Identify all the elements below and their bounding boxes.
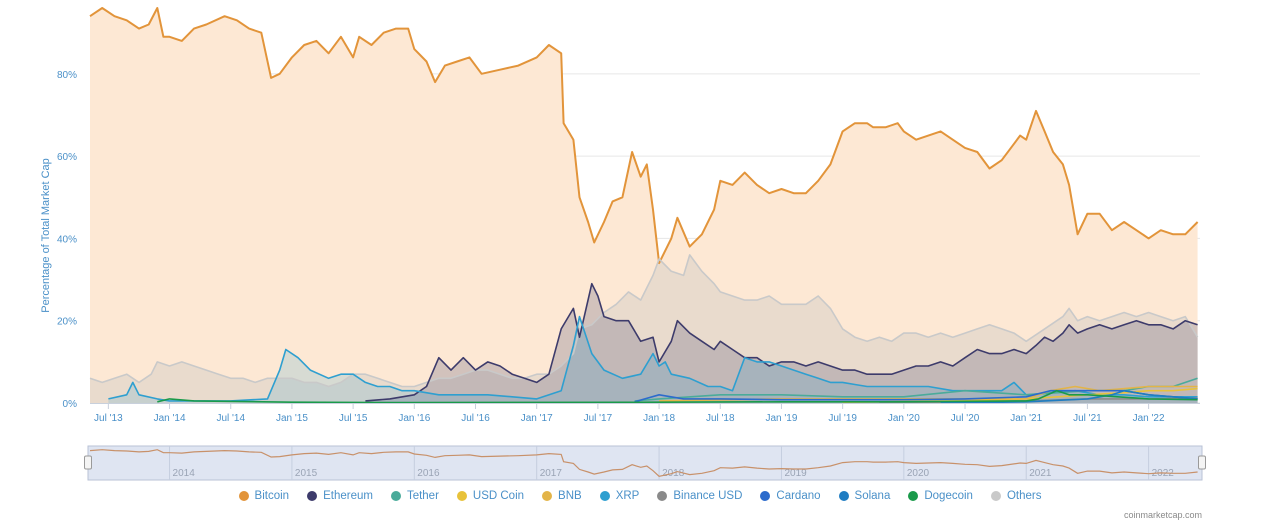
series-line-bnb <box>659 385 1198 402</box>
legend-item-others[interactable]: Others <box>990 490 1042 502</box>
legend-item-xrp[interactable]: XRP <box>599 490 640 502</box>
navigator-handle-left[interactable] <box>84 455 92 470</box>
legend-marker <box>838 491 849 501</box>
navigator-label: 2015 <box>295 468 318 479</box>
legend-marker <box>390 491 401 501</box>
x-tick-label: Jul '19 <box>828 413 857 424</box>
legend-marker <box>238 491 249 501</box>
series-line-solana <box>940 389 1198 404</box>
legend-item-bnb[interactable]: BNB <box>542 490 582 502</box>
y-tick-label: 80% <box>57 70 77 81</box>
x-tick-label: Jul '17 <box>584 413 613 424</box>
legend: Bitcoin Ethereum Tether USD Coin BNB XRP Binan… <box>0 490 1280 504</box>
axes: 0% 20% 40% 60% 80% Jul '13 Jan '14 Jul '14 Jan '… <box>40 70 1200 424</box>
legend-marker <box>307 491 318 501</box>
x-tick-label: Jan '18 <box>643 413 675 424</box>
series-line-dogecoin <box>157 389 1198 404</box>
navigator-label: 2016 <box>417 468 440 479</box>
x-tick-label: Jan '16 <box>398 413 430 424</box>
y-axis-title: Percentage of Total Market Cap <box>40 158 52 313</box>
legend-item-bitcoin[interactable]: Bitcoin <box>238 490 290 502</box>
legend-item-binance-usd[interactable]: Binance USD <box>657 490 742 502</box>
navigator-label: 2021 <box>1029 468 1052 479</box>
series-area-xrp <box>108 316 1198 403</box>
legend-label: USD Coin <box>472 490 525 502</box>
legend-item-ethereum[interactable]: Ethereum <box>307 490 373 502</box>
legend-marker <box>760 491 771 501</box>
navigator-label: 2020 <box>907 468 930 479</box>
legend-label: Ethereum <box>323 490 373 502</box>
legend-label: XRP <box>615 490 640 502</box>
series-area-bitcoin <box>90 8 1198 403</box>
legend-label: Others <box>1006 490 1042 502</box>
navigator-series-line <box>89 449 1198 477</box>
x-tick-label: Jan '17 <box>521 413 553 424</box>
series-line-bitcoin <box>89 7 1199 265</box>
legend-label: Dogecoin <box>924 490 973 502</box>
x-tick-label: Jul '16 <box>461 413 490 424</box>
legend-marker <box>456 491 467 501</box>
series-area <box>89 7 1199 404</box>
legend-item-tether[interactable]: Tether <box>390 490 439 502</box>
legend-label: Solana <box>854 490 891 502</box>
x-tick-label: Jul '18 <box>706 413 735 424</box>
legend-label: Binance USD <box>673 490 743 502</box>
legend-item-solana[interactable]: Solana <box>838 490 891 502</box>
navigator-label: 2017 <box>540 468 563 479</box>
x-tick-label: Jan '19 <box>765 413 797 424</box>
legend-marker <box>657 491 668 501</box>
series-line-xrp <box>108 315 1198 402</box>
navigator[interactable]: 2014 2015 2016 2017 2018 2019 2020 2021 2022 <box>84 445 1206 481</box>
legend-label: Bitcoin <box>254 490 290 502</box>
x-tick-label: Jul '14 <box>216 413 245 424</box>
legend-label: Cardano <box>776 490 821 502</box>
x-tick-label: Jan '22 <box>1133 413 1165 424</box>
series-area-ethereum <box>365 283 1198 403</box>
navigator-label: 2014 <box>173 468 196 479</box>
legend-marker <box>990 491 1001 501</box>
x-tick-label: Jul '20 <box>951 413 980 424</box>
navigator-handle-right[interactable] <box>1198 455 1206 470</box>
x-tick-label: Jul '15 <box>339 413 368 424</box>
legend-marker <box>542 491 553 501</box>
y-tick-label: 60% <box>57 152 77 163</box>
y-tick-label: 40% <box>57 234 77 245</box>
series-line-ethereum <box>365 282 1198 402</box>
legend-marker <box>908 491 919 501</box>
legend-label: Tether <box>406 490 439 502</box>
x-tick-label: Jan '14 <box>154 413 186 424</box>
x-tick-label: Jul '13 <box>94 413 123 424</box>
navigator-label: 2019 <box>784 468 807 479</box>
legend-item-usd-coin[interactable]: USD Coin <box>456 490 525 502</box>
x-tick-label: Jul '21 <box>1073 413 1102 424</box>
x-tick-label: Jan '20 <box>888 413 920 424</box>
x-tick-label: Jan '15 <box>276 413 308 424</box>
legend-item-dogecoin[interactable]: Dogecoin <box>908 490 973 502</box>
legend-item-cardano[interactable]: Cardano <box>760 490 821 502</box>
credit-text: coinmarketcap.com <box>1123 510 1202 520</box>
legend-label: BNB <box>558 490 582 502</box>
y-tick-label: 20% <box>57 317 77 328</box>
y-tick-label: 0% <box>63 399 78 410</box>
legend-marker <box>599 491 610 501</box>
x-tick-label: Jan '21 <box>1010 413 1042 424</box>
